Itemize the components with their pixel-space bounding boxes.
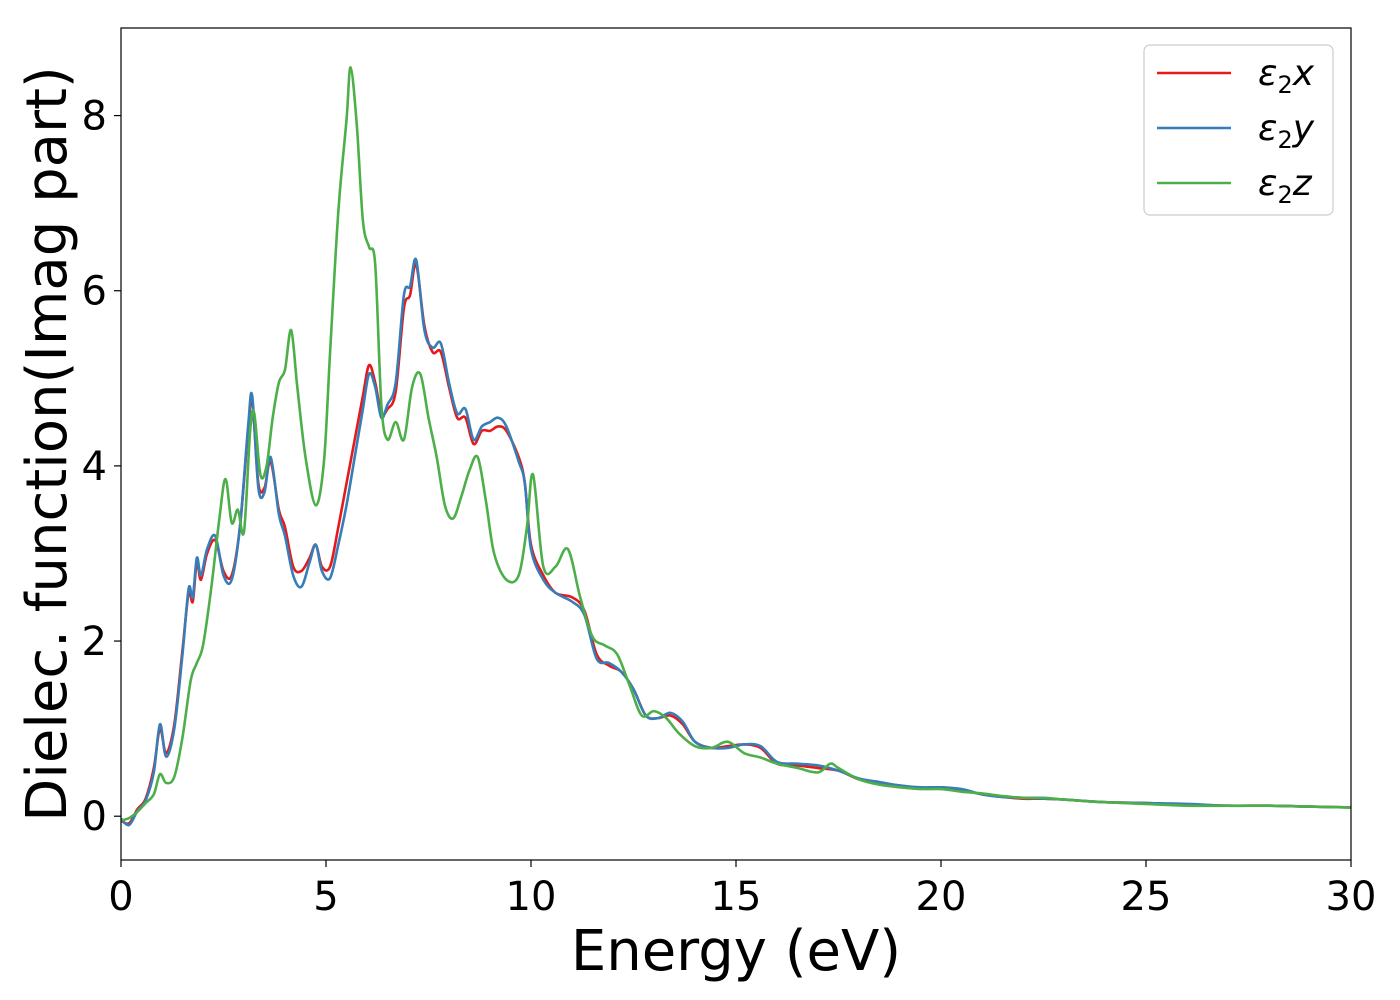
x-axis-ticks: 0 5 10 15 20 25 30 xyxy=(108,860,1376,920)
y-tick-label: 0 xyxy=(82,794,107,840)
legend-variable: z xyxy=(1292,163,1313,204)
y-tick-label: 4 xyxy=(82,444,107,490)
legend-subscript: 2 xyxy=(1277,126,1292,154)
y-axis-ticks: 0 2 4 6 8 xyxy=(82,94,121,840)
x-tick-label: 30 xyxy=(1326,874,1377,920)
legend-symbol: ε xyxy=(1258,108,1277,149)
legend-label-x: ε2x xyxy=(1258,53,1315,99)
legend-symbol: ε xyxy=(1258,53,1277,94)
plot-frame xyxy=(120,27,1352,861)
legend-variable: y xyxy=(1292,108,1315,149)
x-tick-label: 15 xyxy=(711,874,762,920)
series-lines xyxy=(120,66,1352,827)
x-tick-label: 5 xyxy=(313,874,338,920)
legend-label-z: ε2z xyxy=(1258,163,1313,209)
y-axis-title: Dielec. function(Imag part) xyxy=(15,66,80,822)
legend-subscript: 2 xyxy=(1277,71,1292,99)
series-line-z xyxy=(120,66,1352,822)
legend-subscript: 2 xyxy=(1277,181,1292,209)
series-line-y xyxy=(120,257,1352,827)
y-tick-label: 8 xyxy=(82,94,107,140)
x-tick-label: 10 xyxy=(506,874,557,920)
legend-variable: x xyxy=(1292,53,1315,94)
legend-symbol: ε xyxy=(1258,163,1277,204)
x-tick-label: 25 xyxy=(1121,874,1172,920)
y-tick-label: 6 xyxy=(82,269,107,315)
x-tick-label: 0 xyxy=(108,874,133,920)
legend-label-y: ε2y xyxy=(1258,108,1315,154)
legend-box xyxy=(1143,44,1334,216)
y-tick-label: 2 xyxy=(82,619,107,665)
x-tick-label: 20 xyxy=(916,874,967,920)
x-axis-title: Energy (eV) xyxy=(571,919,901,984)
